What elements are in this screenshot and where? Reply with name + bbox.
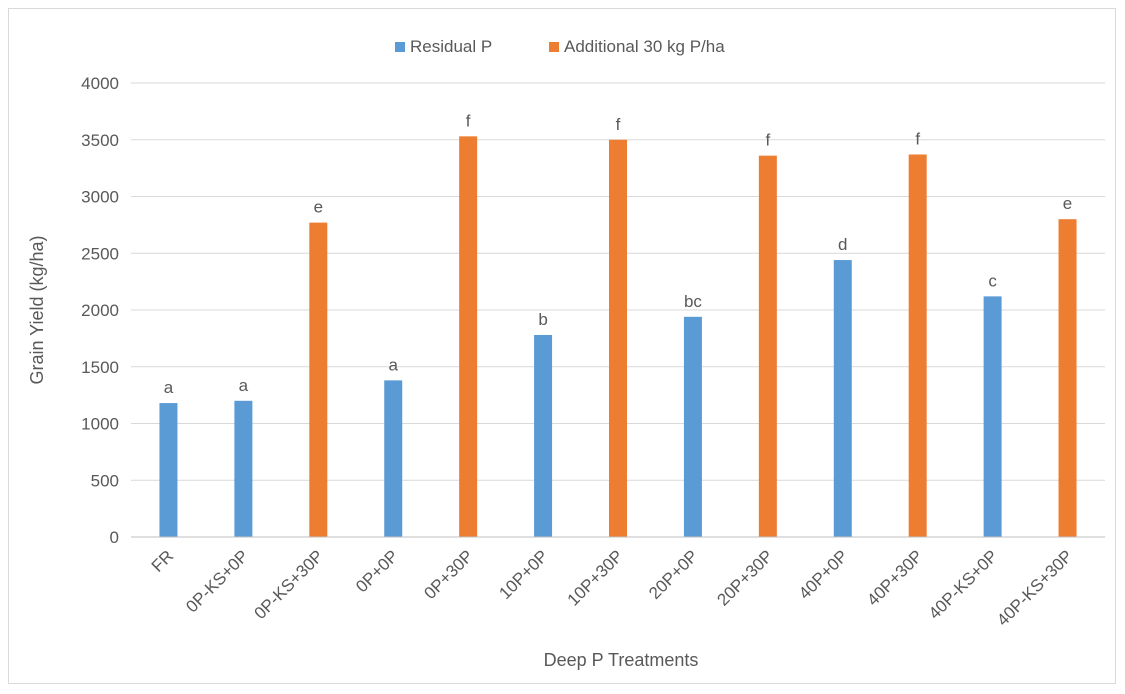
bar-chart: a a a b bc d c e f f f f e 0 500 1000 1500 2000 2500 3000 3… [27,37,1105,670]
x-tick-label: 0P-KS+30P [251,546,328,623]
bar-additional-30-4 [459,136,478,537]
data-label: f [466,111,471,130]
data-label: e [314,198,323,217]
y-tick-label: 1000 [81,415,119,434]
y-tick-label: 0 [110,528,119,547]
x-tick-label: 10P+30P [564,546,627,609]
y-tick-label: 3000 [81,188,119,207]
y-tick-label: 2000 [81,301,119,320]
legend-swatch-residual-p [395,42,405,52]
bar-residual-p-1 [234,400,253,537]
x-tick-label: 40P+0P [795,546,852,603]
x-tick-label: 0P+0P [352,546,402,596]
x-tick-label: 20P+0P [645,546,702,603]
bar-residual-p-3 [384,380,403,537]
data-label: f [915,130,920,149]
x-tick-label: 10P+0P [495,546,552,603]
bar-residual-p-5 [534,334,553,537]
data-labels: a a a b bc d c e f f f f e [164,111,1073,397]
data-label: bc [684,292,702,311]
x-tick-label: 40P+30P [863,546,926,609]
data-label: a [239,376,249,395]
y-tick-label: 4000 [81,74,119,93]
legend-label-residual-p: Residual P [410,37,492,56]
x-tick-label: 40P-KS+0P [925,546,1002,623]
x-axis-title: Deep P Treatments [544,650,699,670]
y-tick-label: 2500 [81,244,119,263]
data-label: b [538,310,547,329]
legend-swatch-additional-30 [549,42,559,52]
bar-additional-30-2 [309,222,328,538]
legend-label-additional-30: Additional 30 kg P/ha [564,37,725,56]
y-tick-label: 1500 [81,358,119,377]
bar-residual-p-7 [683,316,702,537]
data-label: d [838,235,847,254]
x-tick-label: 40P-KS+30P [993,546,1076,629]
bar-additional-30-6 [609,139,627,537]
y-tick-label: 3500 [81,131,119,150]
x-tick-label: FR [148,546,177,575]
data-label: a [164,378,174,397]
legend: Residual P Additional 30 kg P/ha [395,37,725,56]
y-axis-ticks: 0 500 1000 1500 2000 2500 3000 3500 4000 [81,74,119,547]
bar-additional-30-8 [758,155,777,537]
data-label: e [1063,194,1072,213]
bar-residual-p-9 [833,260,852,537]
bar-additional-30-12 [1058,219,1077,537]
bar-residual-p-0 [159,403,178,537]
bar-residual-p-11 [983,296,1002,537]
chart-frame: a a a b bc d c e f f f f e 0 500 1000 1500 2000 2500 3000 3… [8,8,1116,684]
x-tick-label: 20P+30P [713,546,776,609]
y-axis-title: Grain Yield (kg/ha) [27,235,47,384]
bar-additional-30-10 [908,154,927,537]
bars [159,136,1077,538]
data-label: c [988,271,997,290]
y-tick-label: 500 [91,471,119,490]
x-tick-label: 0P+30P [420,546,477,603]
data-label: f [765,131,770,150]
data-label: f [616,115,621,134]
x-tick-label: 0P-KS+0P [182,546,252,616]
data-label: a [388,355,398,374]
